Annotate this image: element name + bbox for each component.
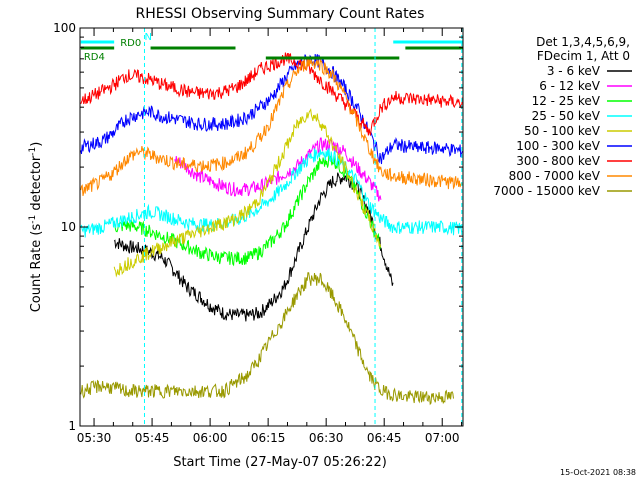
flag-label-n: N (144, 32, 151, 43)
legend-label: 6 - 12 keV (539, 79, 601, 93)
x-tick-label: 06:45 (367, 431, 402, 445)
x-tick-label: 06:00 (193, 431, 228, 445)
x-axis: 05:30 05:45 06:00 06:15 06:30 06:45 07:00 (77, 28, 463, 445)
legend-label: 7000 - 15000 keV (493, 184, 600, 198)
flag-label-rd0: RD0 (120, 38, 141, 49)
x-tick-label: 07:00 (425, 431, 460, 445)
x-tick-label: 06:15 (251, 431, 286, 445)
y-axis: 1 10 100 (53, 21, 463, 433)
legend-label: 3 - 6 keV (547, 64, 601, 78)
y-axis-label: Count Rate (s-1 detector-1) (28, 142, 44, 313)
y-tick-label: 10 (61, 220, 76, 234)
legend-label: 25 - 50 keV (532, 109, 601, 123)
legend-label: 800 - 7000 keV (509, 169, 601, 183)
series-line-1 (174, 137, 382, 202)
legend-label: 100 - 300 keV (516, 139, 600, 153)
series-line-4 (80, 53, 463, 165)
series-line-0 (113, 172, 394, 322)
plot-area: RD0 RD4 N (80, 28, 463, 426)
x-tick-label: 05:45 (135, 431, 170, 445)
y-tick-label: 1 (68, 419, 76, 433)
flag-label-rd4: RD4 (84, 52, 105, 63)
legend: Det 1,3,4,5,6,9, FDecim 1, Att 0 3 - 6 k… (493, 35, 632, 198)
series-line-8 (113, 108, 382, 278)
series-line-7 (80, 272, 454, 406)
chart-title: RHESSI Observing Summary Count Rates (136, 6, 425, 22)
legend-header-line-1: Det 1,3,4,5,6,9, (536, 35, 630, 49)
x-tick-label: 06:30 (309, 431, 344, 445)
legend-label: 50 - 100 keV (524, 124, 601, 138)
legend-label: 12 - 25 keV (532, 94, 601, 108)
x-axis-label: Start Time (27-May-07 05:26:22) (173, 455, 387, 470)
legend-header-line-2: FDecim 1, Att 0 (537, 49, 630, 63)
y-tick-label: 100 (53, 21, 76, 35)
x-tick-label: 05:30 (77, 431, 112, 445)
footer-timestamp: 15-Oct-2021 08:38 (560, 468, 636, 477)
legend-label: 300 - 800 keV (516, 154, 600, 168)
